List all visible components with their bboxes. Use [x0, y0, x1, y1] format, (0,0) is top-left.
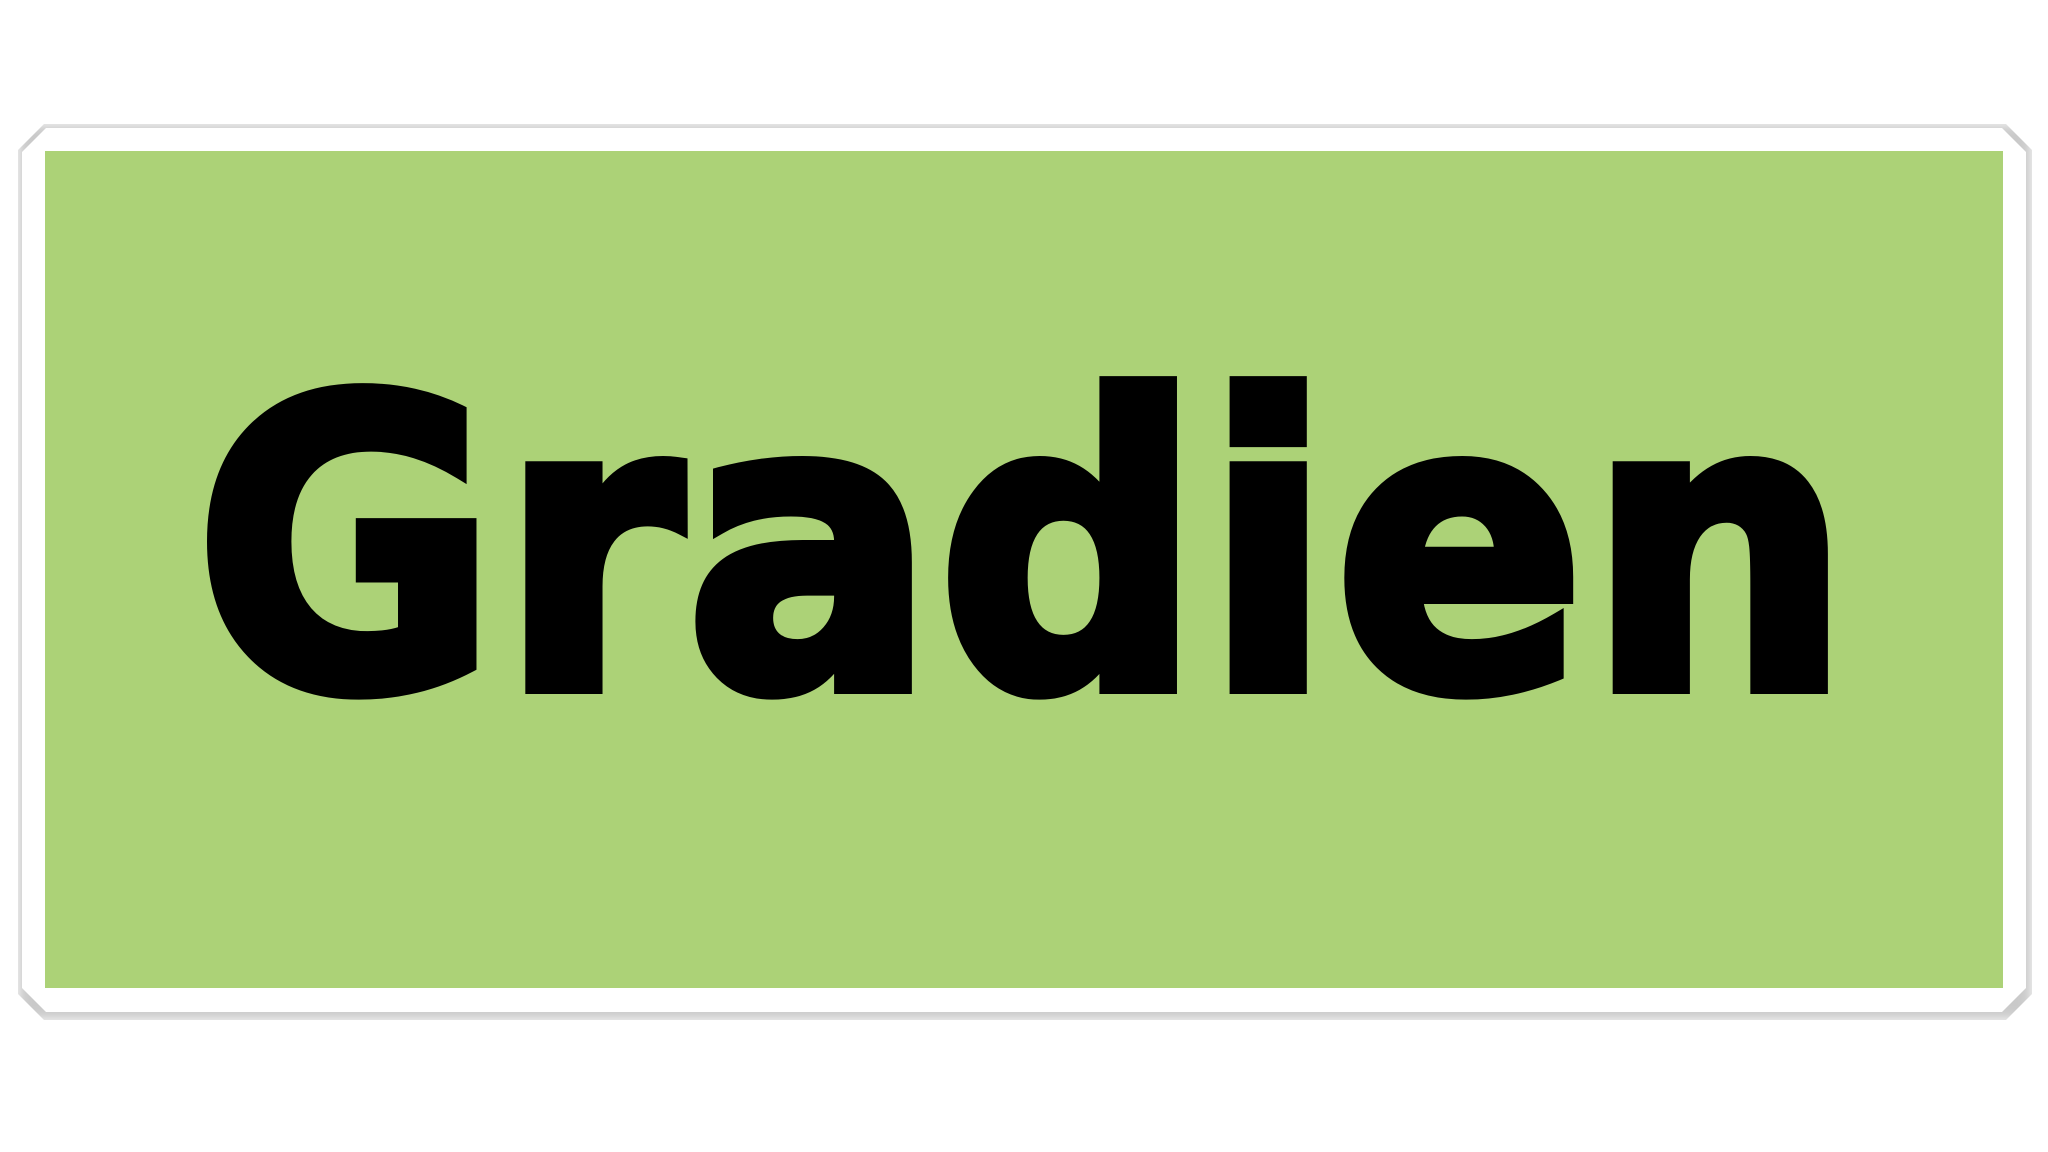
green-panel — [45, 151, 2003, 988]
title-text: Gradien — [188, 316, 1856, 782]
title-banner: Gradien — [45, 151, 2003, 988]
